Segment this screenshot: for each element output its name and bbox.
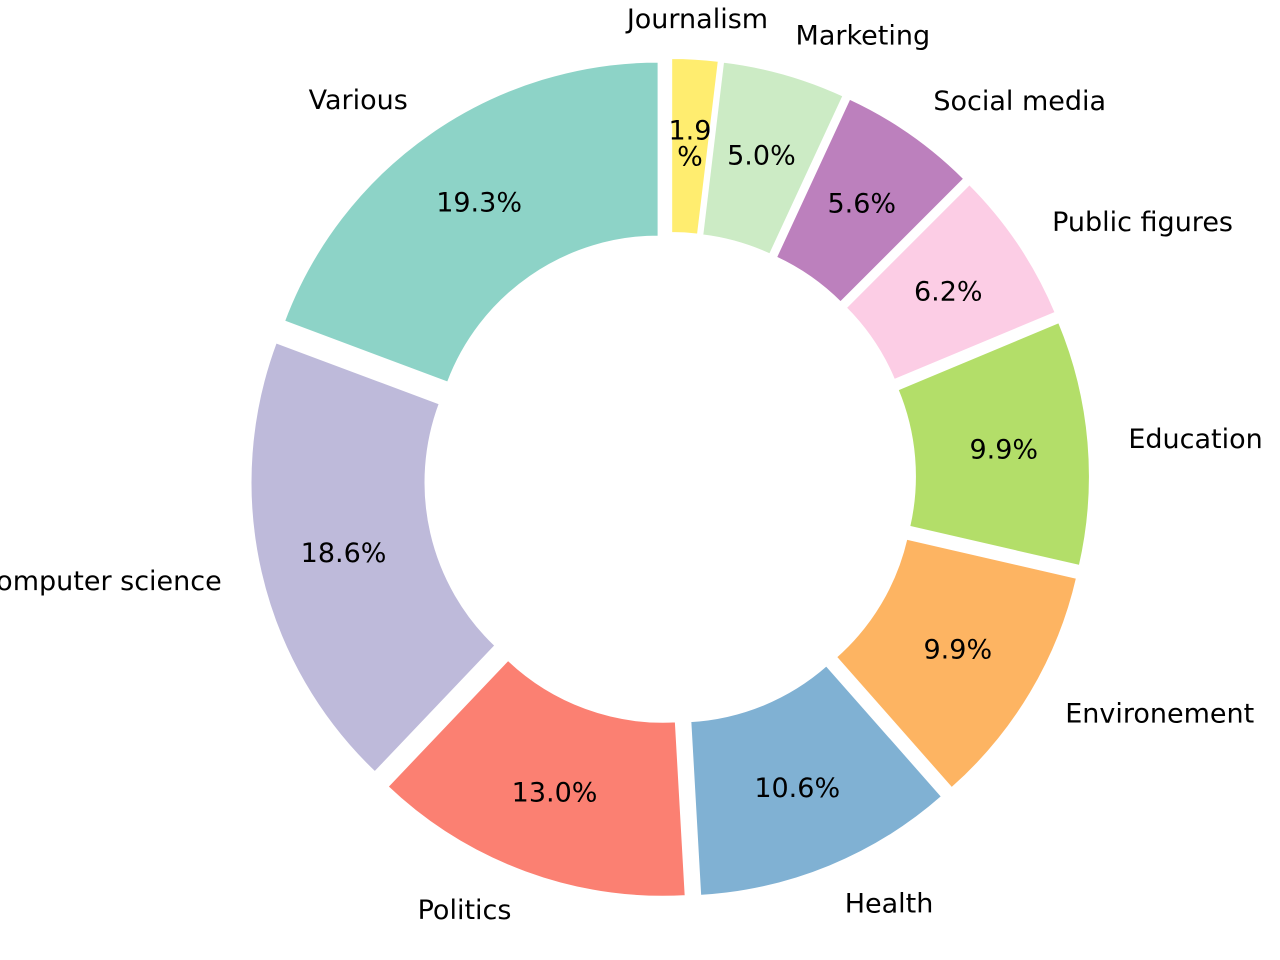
slice-environement	[834, 537, 1079, 790]
slice-journalism	[670, 57, 720, 236]
category-label-public-figures: Public figures	[1052, 207, 1233, 238]
category-label-journalism: Journalism	[625, 4, 768, 35]
category-label-politics: Politics	[418, 895, 512, 926]
category-label-social-media: Social media	[933, 86, 1106, 117]
percent-label-environement: 9.9%	[924, 634, 993, 665]
category-label-health: Health	[845, 889, 934, 920]
slice-marketing	[701, 60, 845, 256]
slice-social-media	[774, 97, 966, 304]
percent-label-health: 10.6%	[754, 773, 840, 804]
category-label-environement: Environement	[1065, 698, 1254, 729]
percent-label-social-media: 5.6%	[827, 188, 896, 219]
category-label-computer-science: computer science	[0, 566, 222, 597]
slice-various	[282, 60, 660, 384]
percent-label-various: 19.3%	[436, 188, 522, 219]
slice-computer-science	[249, 340, 497, 774]
percent-label-public-figures: 6.2%	[914, 276, 983, 307]
percent-label-politics: 13.0%	[512, 777, 598, 808]
percent-label-education: 9.9%	[969, 435, 1038, 466]
percent-label-journalism: 1.9%	[669, 116, 712, 173]
category-label-various: Various	[309, 85, 408, 116]
slice-education	[896, 320, 1091, 568]
slice-public-figures	[844, 182, 1057, 382]
percent-label-marketing: 5.0%	[727, 141, 796, 172]
slice-politics	[386, 658, 687, 898]
slice-health	[689, 663, 944, 897]
category-label-education: Education	[1128, 424, 1262, 455]
category-label-marketing: Marketing	[796, 20, 931, 51]
percent-label-computer-science: 18.6%	[301, 538, 387, 569]
